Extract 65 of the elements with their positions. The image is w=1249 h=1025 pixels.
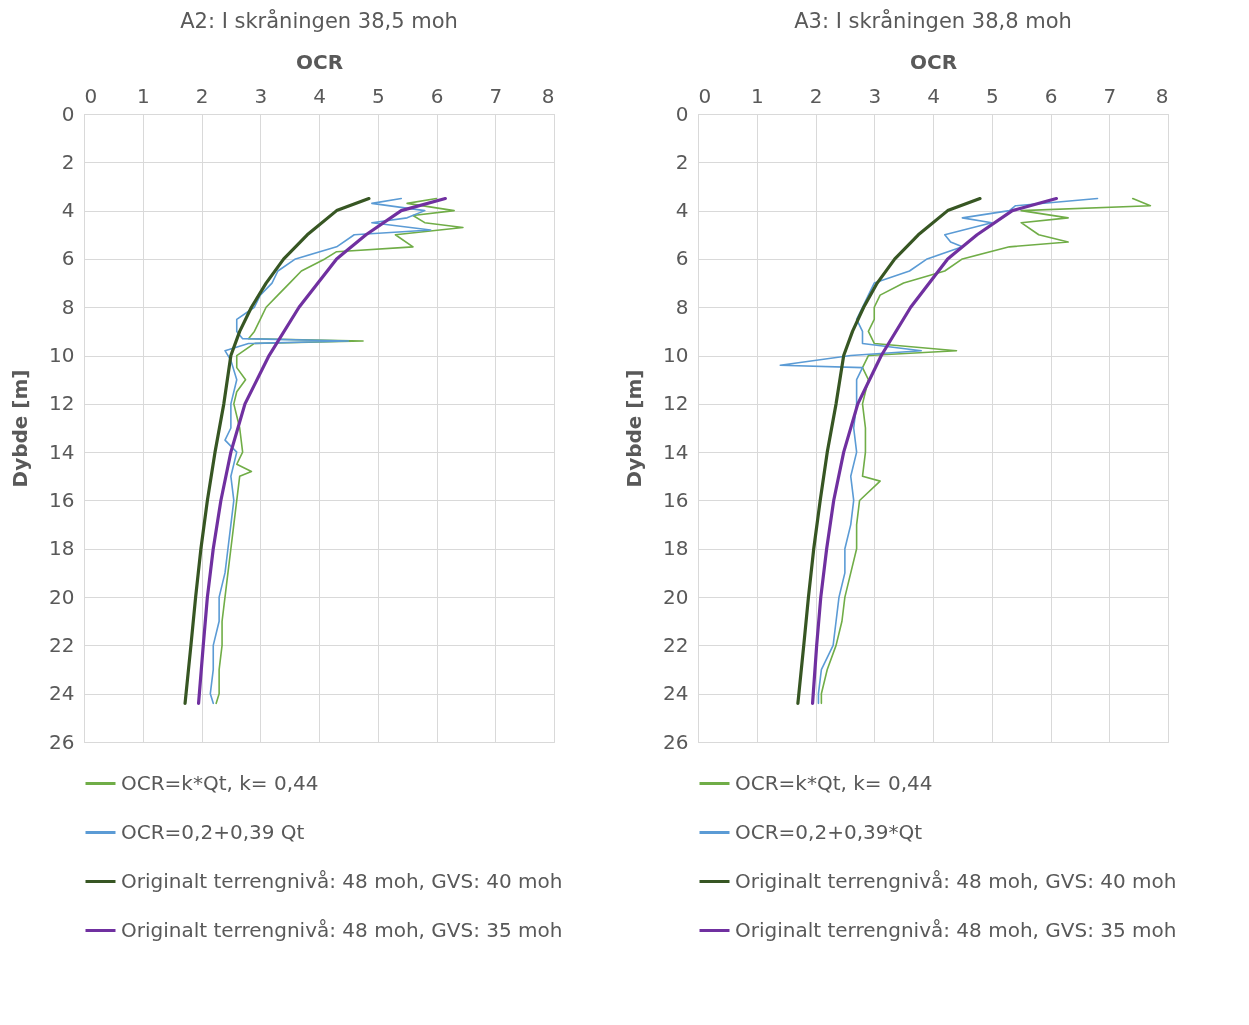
x-tick-label: 8 [1155,83,1169,108]
y-tick-label: 22 [663,632,689,657]
x-tick-label: 4 [313,83,326,108]
x-tick-label: 7 [1103,83,1117,108]
legend-label: Originalt terrengnivå: 48 moh, GVS: 35 moh [735,917,1177,942]
legend-label: OCR=k*Qt, k= 0,44 [735,770,933,795]
y-tick-label: 22 [49,632,75,657]
legend-label: OCR=0,2+0,39 Qt [121,819,305,844]
y-tick-label: 16 [663,487,689,512]
x-tick-label: 0 [698,83,712,108]
x-tick-label: 1 [136,83,150,108]
legend-label: Originalt terrengnivå: 48 moh, GVS: 40 moh [121,868,563,893]
x-tick-label: 5 [985,83,999,108]
y-tick-label: 0 [61,101,75,126]
y-tick-label: 16 [49,487,75,512]
line-series [810,196,1058,705]
x-tick-label: 8 [541,83,555,108]
y-tick-label: 6 [61,246,75,271]
chart-title: A2: I skråningen 38,5 moh [180,8,458,33]
y-tick-label: 18 [663,536,689,561]
x-tick-label: 5 [371,83,385,108]
x-tick-label: 6 [430,83,444,108]
y-tick-label: 4 [675,198,689,223]
y-tick-label: 0 [675,101,689,126]
y-tick-label: 2 [675,149,689,174]
line-series [820,197,1152,705]
y-tick-label: 8 [61,294,75,319]
y-tick-label: 12 [49,391,75,416]
y-tick-label: 20 [49,584,75,609]
y-tick-label: 10 [49,343,75,368]
legend-label: OCR=k*Qt, k= 0,44 [121,770,319,795]
x-axis-title: OCR [295,49,344,74]
x-tick-label: 3 [254,83,268,108]
x-tick-label: 4 [927,83,940,108]
x-tick-label: 6 [1044,83,1058,108]
y-tick-label: 8 [675,294,689,319]
y-tick-label: 24 [663,681,689,706]
y-axis-title: Dybde [m] [622,369,647,488]
legend-label: Originalt terrengnivå: 48 moh, GVS: 40 moh [735,868,1177,893]
legend-label: Originalt terrengnivå: 48 moh, GVS: 35 moh [121,917,563,942]
y-tick-label: 18 [49,536,75,561]
y-tick-label: 10 [663,343,689,368]
y-tick-label: 26 [49,729,75,754]
y-tick-label: 26 [663,729,689,754]
y-tick-label: 6 [675,246,689,271]
x-tick-label: 0 [84,83,98,108]
y-tick-label: 20 [663,584,689,609]
y-tick-label: 12 [663,391,689,416]
legend-label: OCR=0,2+0,39*Qt [735,819,923,844]
y-tick-label: 4 [61,198,75,223]
line-series [183,196,371,705]
x-tick-label: 2 [809,83,823,108]
y-tick-label: 24 [49,681,75,706]
x-axis-title: OCR [909,49,958,74]
x-tick-label: 1 [750,83,764,108]
x-tick-label: 3 [868,83,882,108]
x-tick-label: 7 [489,83,503,108]
y-tick-label: 2 [61,149,75,174]
y-tick-label: 14 [663,439,689,464]
y-axis-title: Dybde [m] [8,369,33,488]
x-tick-label: 2 [195,83,209,108]
line-series [779,197,1099,705]
y-tick-label: 14 [49,439,75,464]
line-series [796,196,982,705]
chart-title: A3: I skråningen 38,8 moh [794,8,1072,33]
